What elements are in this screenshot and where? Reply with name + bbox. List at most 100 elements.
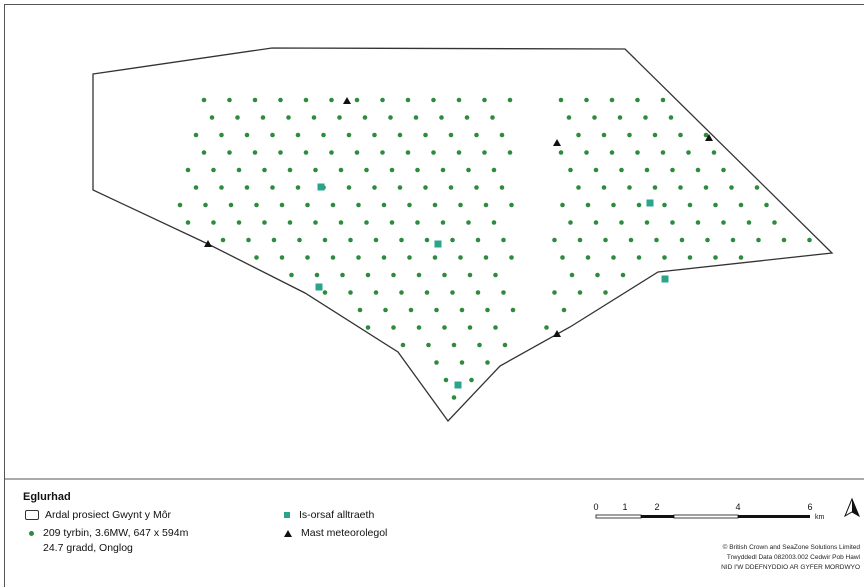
turbine-marker bbox=[209, 115, 215, 120]
legend-item-project-area: Ardal prosiect Gwynt y Môr bbox=[25, 509, 171, 521]
turbine-marker bbox=[595, 272, 600, 278]
turbine-marker bbox=[678, 132, 683, 138]
turbine-marker bbox=[313, 220, 318, 225]
turbine-marker bbox=[617, 115, 623, 120]
turbine-marker bbox=[399, 290, 404, 295]
turbine-marker bbox=[585, 202, 591, 208]
turbine-marker bbox=[311, 115, 317, 120]
turbine-marker bbox=[561, 307, 567, 313]
turbine-marker bbox=[372, 185, 377, 190]
turbine-marker bbox=[434, 360, 439, 365]
turbine-marker bbox=[635, 150, 640, 155]
turbine-marker bbox=[439, 115, 444, 120]
turbine-marker bbox=[356, 255, 361, 260]
turbine-marker bbox=[415, 220, 420, 225]
scale-tick-1: 1 bbox=[622, 502, 627, 512]
scale-tick-6: 6 bbox=[807, 502, 812, 512]
turbine-marker bbox=[295, 132, 301, 138]
turbine-marker bbox=[448, 132, 454, 138]
turbine-marker bbox=[279, 255, 285, 260]
turbine-marker bbox=[399, 237, 404, 243]
turbine-marker bbox=[576, 132, 581, 138]
turbine-marker bbox=[424, 237, 430, 243]
scale-bar: 0 1 2 4 6 km bbox=[593, 502, 824, 521]
copyright-line-3: NID I'W DDEFNYDDIO AR GYFER MORDWYO bbox=[721, 564, 860, 571]
turbine-marker bbox=[338, 220, 344, 225]
turbine-marker bbox=[431, 97, 436, 103]
turbine-marker bbox=[220, 237, 226, 243]
turbine-marker bbox=[501, 237, 506, 243]
turbine-marker bbox=[362, 115, 368, 120]
turbine-marker bbox=[322, 237, 328, 243]
turbine-marker bbox=[764, 202, 769, 208]
turbine-marker bbox=[219, 132, 224, 138]
substation-marker bbox=[315, 283, 323, 291]
turbine-marker bbox=[451, 342, 457, 348]
turbine-marker bbox=[746, 220, 752, 225]
turbine-marker bbox=[440, 220, 446, 225]
turbine-marker bbox=[482, 150, 487, 155]
turbine-marker bbox=[413, 115, 419, 120]
turbine-marker bbox=[244, 185, 250, 190]
turbine-marker bbox=[228, 202, 234, 208]
substation-marker bbox=[434, 240, 442, 248]
turbine-marker bbox=[490, 115, 495, 120]
turbine-marker bbox=[636, 202, 642, 208]
turbine-marker bbox=[552, 237, 557, 243]
turbine-marker bbox=[373, 290, 379, 295]
turbine-marker bbox=[356, 202, 361, 208]
turbine-marker bbox=[235, 115, 240, 120]
turbine-marker bbox=[346, 132, 352, 138]
turbine-marker bbox=[475, 290, 481, 295]
turbine-marker bbox=[405, 97, 411, 103]
turbine-marker bbox=[507, 97, 513, 103]
turbine-marker bbox=[738, 255, 744, 260]
met-mast-marker bbox=[204, 240, 212, 247]
turbine-marker bbox=[721, 220, 726, 225]
turbine-marker bbox=[340, 272, 345, 278]
turbine-marker bbox=[337, 115, 342, 120]
turbine-marker bbox=[592, 115, 597, 120]
turbine-marker bbox=[662, 255, 667, 260]
turbine-marker bbox=[201, 150, 207, 155]
turbine-marker bbox=[415, 167, 420, 173]
turbine-marker bbox=[365, 272, 371, 278]
turbine-marker bbox=[193, 132, 199, 138]
turbine-marker bbox=[584, 150, 589, 155]
turbine-marker bbox=[660, 150, 666, 155]
turbine-marker bbox=[686, 150, 691, 155]
scale-tick-0: 0 bbox=[593, 502, 598, 512]
turbine-layer bbox=[177, 97, 812, 400]
legend-label-project-area: Ardal prosiect Gwynt y Môr bbox=[45, 509, 172, 521]
turbine-marker bbox=[458, 255, 463, 260]
turbine-marker bbox=[491, 167, 497, 173]
turbine-marker bbox=[611, 202, 616, 208]
turbine-marker bbox=[177, 202, 183, 208]
turbine-marker bbox=[330, 255, 336, 260]
turbine-marker bbox=[442, 272, 447, 278]
legend-label-turbines: 209 tyrbin, 3.6MW, 647 x 594m bbox=[43, 527, 189, 539]
turbine-marker bbox=[391, 272, 396, 278]
turbine-marker bbox=[442, 325, 447, 330]
turbine-marker bbox=[601, 185, 607, 190]
turbine-marker bbox=[201, 97, 207, 103]
turbine-marker bbox=[254, 202, 259, 208]
turbine-marker bbox=[584, 97, 589, 103]
turbine-marker bbox=[459, 360, 465, 365]
turbine-marker bbox=[252, 97, 258, 103]
turbine-marker bbox=[450, 290, 455, 295]
turbine-marker bbox=[397, 132, 403, 138]
turbine-marker bbox=[560, 202, 565, 208]
turbine-marker bbox=[611, 255, 616, 260]
turbine-marker bbox=[271, 237, 277, 243]
turbine-marker bbox=[721, 167, 726, 173]
turbine-marker bbox=[450, 237, 455, 243]
turbine-marker bbox=[278, 150, 283, 155]
turbine-marker bbox=[432, 202, 438, 208]
turbine-marker bbox=[670, 167, 675, 173]
legend-label-met-mast: Mast meteorolegol bbox=[301, 527, 388, 539]
turbine-marker bbox=[713, 255, 718, 260]
turbine-marker bbox=[652, 132, 658, 138]
turbine-marker bbox=[227, 150, 232, 155]
substation-layer bbox=[315, 183, 669, 389]
